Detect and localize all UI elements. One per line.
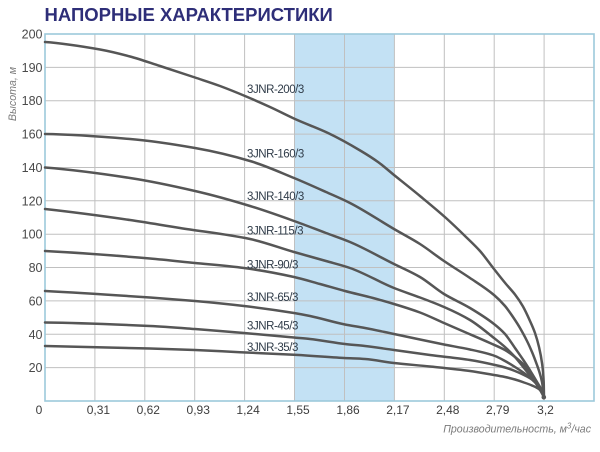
svg-text:40: 40 xyxy=(29,328,43,342)
svg-text:200: 200 xyxy=(22,28,43,42)
svg-text:140: 140 xyxy=(22,161,43,175)
svg-text:3JNR-160/3: 3JNR-160/3 xyxy=(247,149,304,161)
svg-text:100: 100 xyxy=(22,228,43,242)
svg-text:160: 160 xyxy=(22,128,43,142)
svg-text:3JNR-90/3: 3JNR-90/3 xyxy=(247,260,298,272)
svg-text:Производительность, м3/час: Производительность, м3/час xyxy=(443,421,591,436)
svg-text:2,48: 2,48 xyxy=(436,403,460,417)
svg-text:80: 80 xyxy=(29,261,43,275)
svg-text:0,93: 0,93 xyxy=(187,403,211,417)
svg-text:0: 0 xyxy=(36,403,43,417)
svg-text:3JNR-115/3: 3JNR-115/3 xyxy=(247,226,303,238)
svg-text:0,31: 0,31 xyxy=(87,403,111,417)
svg-text:190: 190 xyxy=(22,61,43,75)
svg-text:20: 20 xyxy=(29,361,43,375)
svg-text:3JNR-65/3: 3JNR-65/3 xyxy=(247,292,298,304)
svg-text:НАПОРНЫЕ ХАРАКТЕРИСТИКИ: НАПОРНЫЕ ХАРАКТЕРИСТИКИ xyxy=(45,4,333,25)
svg-text:2,17: 2,17 xyxy=(386,403,410,417)
svg-text:0,62: 0,62 xyxy=(137,403,161,417)
svg-text:3JNR-35/3: 3JNR-35/3 xyxy=(247,342,298,354)
svg-text:180: 180 xyxy=(22,94,43,108)
svg-text:3,2: 3,2 xyxy=(537,403,554,417)
svg-text:3JNR-140/3: 3JNR-140/3 xyxy=(247,191,304,203)
svg-text:Высота, м: Высота, м xyxy=(7,66,19,121)
svg-text:60: 60 xyxy=(29,294,43,308)
svg-text:1,55: 1,55 xyxy=(286,403,310,417)
svg-text:3JNR-45/3: 3JNR-45/3 xyxy=(247,321,298,333)
svg-text:1,86: 1,86 xyxy=(336,403,360,417)
svg-text:3JNR-200/3: 3JNR-200/3 xyxy=(247,84,304,96)
svg-text:1,24: 1,24 xyxy=(236,403,260,417)
svg-text:2,79: 2,79 xyxy=(486,403,510,417)
svg-text:120: 120 xyxy=(22,194,43,208)
